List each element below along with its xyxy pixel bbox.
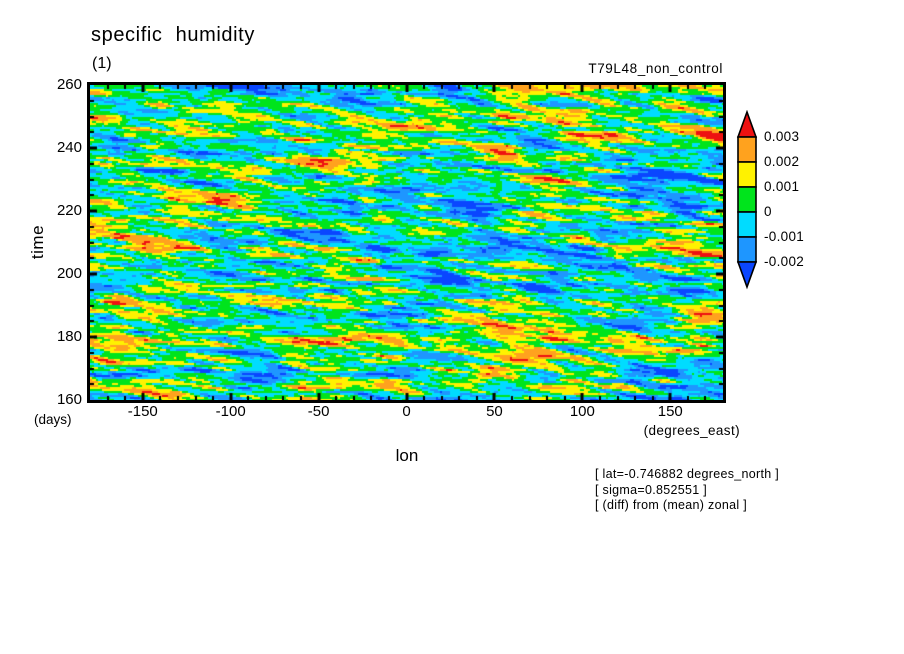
run-label: T79L48_non_control — [588, 61, 723, 76]
y-tick-label: 200 — [56, 265, 82, 282]
annotation-block: [ lat=-0.746882 degrees_north ][ sigma=0… — [595, 467, 779, 514]
colorbar-label: 0.003 — [764, 129, 800, 144]
colorbar-label: 0.002 — [764, 154, 800, 169]
x-tick-label: -100 — [215, 403, 246, 420]
x-tick-label: -50 — [307, 403, 330, 420]
colorbar-arrow-down — [736, 261, 758, 290]
colorbar-band — [737, 236, 757, 263]
x-tick-label: -150 — [127, 403, 158, 420]
colorbar-label: 0 — [764, 204, 772, 219]
y-tick-label: 160 — [56, 391, 82, 408]
x-tick-label: 150 — [657, 403, 683, 420]
page-title: specific humidity — [91, 24, 255, 46]
y-axis-label: time — [28, 224, 47, 260]
colorbar-label: -0.001 — [764, 229, 805, 244]
x-axis-label: lon — [395, 446, 419, 465]
units-label: (1) — [92, 55, 112, 72]
heatmap-field — [90, 85, 723, 400]
y-tick-label: 180 — [56, 328, 82, 345]
colorbar-band — [737, 186, 757, 213]
colorbar-label: -0.002 — [764, 254, 805, 269]
colorbar-label: 0.001 — [764, 179, 800, 194]
colorbar-band — [737, 161, 757, 188]
annotation-line: [ lat=-0.746882 degrees_north ] — [595, 467, 780, 481]
x-tick-label: 50 — [486, 403, 503, 420]
y-axis-unit: (days) — [34, 412, 72, 427]
annotation-line: [ sigma=0.852551 ] — [595, 482, 708, 497]
plot-frame — [87, 82, 726, 403]
colorbar-arrow-up — [736, 109, 758, 138]
colorbar-band — [737, 211, 757, 238]
x-tick-label: 0 — [402, 403, 411, 420]
annotation-line: [ (diff) from (mean) zonal ] — [595, 498, 747, 512]
y-tick-label: 220 — [56, 202, 82, 219]
colorbar — [736, 109, 758, 290]
x-tick-label: 100 — [569, 403, 595, 420]
y-tick-label: 240 — [56, 139, 82, 156]
colorbar-band — [737, 136, 757, 163]
y-tick-label: 260 — [56, 76, 82, 93]
x-axis-unit: (degrees_east) — [643, 423, 740, 438]
